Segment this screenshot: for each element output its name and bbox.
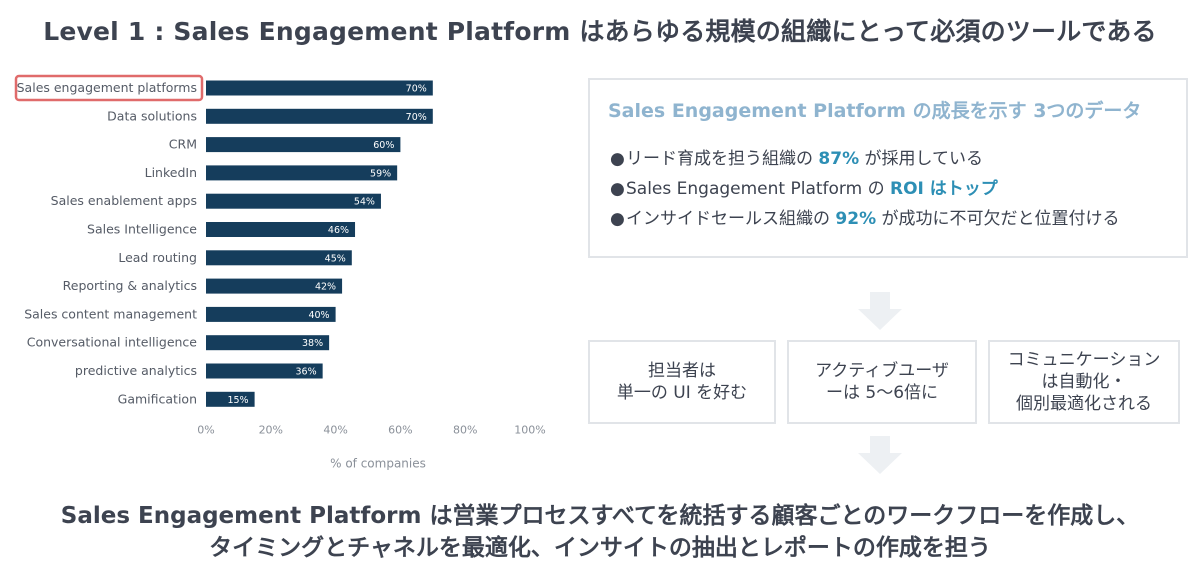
conclusion: Sales Engagement Platform は営業プロセスすべてを統括す… — [0, 500, 1200, 564]
stats-title: Sales Engagement Platform の成長を示す 3つのデータ — [608, 96, 1141, 123]
category-label: Sales enablement apps — [51, 193, 197, 208]
category-label: Lead routing — [118, 250, 197, 265]
bar-value-label: 60% — [373, 140, 394, 151]
x-axis-label: % of companies — [330, 456, 426, 470]
category-label: LinkedIn — [145, 165, 197, 180]
category-label: Data solutions — [107, 108, 197, 123]
bar-value-label: 59% — [370, 168, 391, 179]
bar — [206, 165, 397, 180]
stats-item: ●Sales Engagement Platform の ROI はトップ — [610, 174, 1120, 204]
bar — [206, 137, 400, 152]
bar-value-label: 45% — [325, 253, 346, 264]
category-label: CRM — [169, 137, 197, 152]
stats-list: ●リード育成を担う組織の 87% が採用している ●Sales Engageme… — [610, 144, 1120, 234]
x-tick-label: 80% — [453, 423, 477, 436]
stats-item-highlight: ROI はトップ — [890, 179, 998, 199]
bar-value-label: 70% — [406, 84, 427, 95]
x-tick-label: 60% — [388, 423, 412, 436]
bar-value-label: 70% — [406, 112, 427, 123]
bar-value-label: 36% — [296, 367, 317, 378]
stats-panel: Sales Engagement Platform の成長を示す 3つのデータ … — [588, 78, 1188, 258]
stats-item-text: が採用している — [859, 149, 983, 169]
benefit-text: アクティブユーザーは 5〜6倍に — [807, 360, 957, 404]
benefit-box: 担当者は 単一の UI を好む — [588, 340, 776, 424]
x-tick-label: 100% — [514, 423, 545, 436]
bullet-icon: ● — [610, 144, 626, 174]
stats-item-text: インサイドセールス組織の — [626, 209, 835, 229]
bar-chart: Sales engagement platforms 70% Data soluti… — [0, 66, 560, 486]
bar-value-label: 54% — [354, 197, 375, 208]
bar-value-label: 46% — [328, 225, 349, 236]
stats-item-text: Sales Engagement Platform の — [626, 179, 890, 199]
stats-item: ●リード育成を担う組織の 87% が採用している — [610, 144, 1120, 174]
bar — [206, 81, 433, 96]
conclusion-line: タイミングとチャネルを最適化、インサイトの抽出とレポートの作成を担う — [0, 532, 1200, 564]
category-label: Conversational intelligence — [27, 335, 198, 350]
conclusion-line: Sales Engagement Platform は営業プロセスすべてを統括す… — [0, 500, 1200, 532]
page-title: Level 1 : Sales Engagement Platform はあらゆ… — [0, 12, 1200, 48]
category-label: Sales content management — [24, 306, 197, 321]
benefit-box: コミュニケーション は自動化・ 個別最適化される — [988, 340, 1180, 424]
category-label: Sales Intelligence — [87, 222, 197, 237]
bar-value-label: 42% — [315, 282, 336, 293]
category-label: Reporting & analytics — [63, 278, 197, 293]
stats-item-highlight: 92% — [835, 209, 876, 229]
stats-item-text: リード育成を担う組織の — [626, 149, 818, 169]
benefit-box: アクティブユーザーは 5〜6倍に — [787, 340, 977, 424]
stats-item-highlight: 87% — [818, 149, 859, 169]
category-label: predictive analytics — [75, 363, 197, 378]
category-label: Gamification — [118, 391, 197, 406]
down-arrow-icon — [855, 292, 905, 332]
bullet-icon: ● — [610, 204, 626, 234]
bullet-icon: ● — [610, 174, 626, 204]
bar-value-label: 38% — [302, 338, 323, 349]
benefit-text: 担当者は 単一の UI を好む — [617, 360, 747, 404]
stats-item-text: が成功に不可欠だと位置付ける — [876, 209, 1119, 229]
category-label: Sales engagement platforms — [17, 80, 197, 95]
down-arrow-icon — [855, 436, 905, 476]
x-tick-label: 20% — [259, 423, 283, 436]
x-tick-label: 0% — [197, 423, 214, 436]
x-tick-label: 40% — [323, 423, 347, 436]
benefit-text: コミュニケーション は自動化・ 個別最適化される — [1008, 349, 1161, 415]
bar-value-label: 15% — [227, 395, 248, 406]
bar — [206, 109, 433, 124]
bar-value-label: 40% — [308, 310, 329, 321]
stats-item: ●インサイドセールス組織の 92% が成功に不可欠だと位置付ける — [610, 204, 1120, 234]
